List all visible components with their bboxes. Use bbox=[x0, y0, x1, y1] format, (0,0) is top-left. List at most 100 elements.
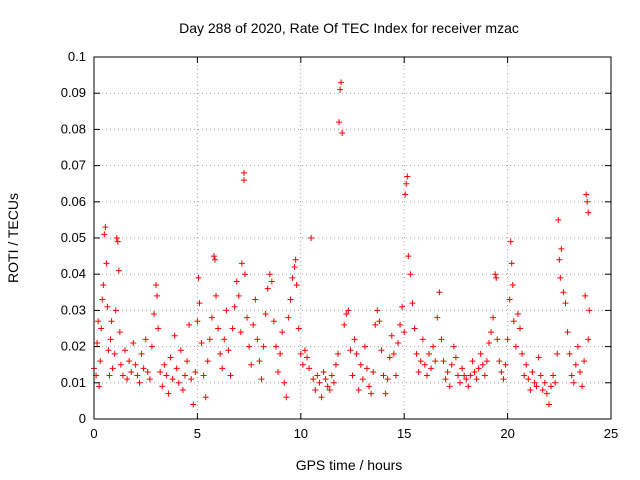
data-point-marker bbox=[184, 358, 191, 365]
data-point-marker bbox=[554, 350, 561, 357]
y-axis-label: ROTI / TECUs bbox=[5, 193, 21, 283]
data-point-marker bbox=[481, 372, 488, 379]
data-point-marker bbox=[545, 401, 552, 408]
data-point-marker bbox=[200, 372, 207, 379]
data-point-marker bbox=[221, 336, 228, 343]
data-point-marker bbox=[483, 358, 490, 365]
data-point-marker bbox=[100, 282, 107, 289]
data-point-marker bbox=[146, 376, 153, 383]
data-point-marker bbox=[285, 314, 292, 321]
data-point-marker bbox=[104, 303, 111, 310]
data-point-marker bbox=[154, 292, 161, 299]
data-point-marker bbox=[555, 216, 562, 223]
data-point-marker bbox=[471, 368, 478, 375]
data-point-marker bbox=[293, 282, 300, 289]
data-point-marker bbox=[223, 307, 230, 314]
data-point-marker bbox=[103, 260, 110, 267]
data-point-marker bbox=[258, 376, 265, 383]
data-points bbox=[91, 79, 593, 408]
data-point-marker bbox=[238, 260, 245, 267]
data-point-marker bbox=[405, 253, 412, 260]
data-point-marker bbox=[175, 379, 182, 386]
data-point-marker bbox=[266, 271, 273, 278]
data-point-marker bbox=[366, 383, 373, 390]
data-point-marker bbox=[357, 361, 364, 368]
data-point-marker bbox=[442, 376, 449, 383]
data-point-marker bbox=[244, 314, 251, 321]
data-point-marker bbox=[229, 325, 236, 332]
data-point-marker bbox=[529, 368, 536, 375]
data-point-marker bbox=[116, 329, 123, 336]
data-point-marker bbox=[320, 368, 327, 375]
data-point-marker bbox=[537, 372, 544, 379]
data-point-marker bbox=[479, 361, 486, 368]
data-point-marker bbox=[504, 336, 511, 343]
data-point-marker bbox=[421, 361, 428, 368]
data-point-marker bbox=[262, 311, 269, 318]
data-point-marker bbox=[386, 354, 393, 361]
data-point-marker bbox=[337, 86, 344, 93]
data-point-marker bbox=[585, 336, 592, 343]
y-tick-label: 0.02 bbox=[61, 339, 86, 354]
data-point-marker bbox=[432, 358, 439, 365]
data-point-marker bbox=[465, 383, 472, 390]
data-point-marker bbox=[380, 372, 387, 379]
y-tick-label: 0.06 bbox=[61, 194, 86, 209]
data-point-marker bbox=[417, 358, 424, 365]
data-point-marker bbox=[128, 368, 135, 375]
data-point-marker bbox=[562, 300, 569, 307]
data-point-marker bbox=[411, 325, 418, 332]
data-point-marker bbox=[248, 361, 255, 368]
data-point-marker bbox=[448, 361, 455, 368]
data-point-marker bbox=[322, 376, 329, 383]
data-point-marker bbox=[186, 321, 193, 328]
data-point-marker bbox=[407, 271, 414, 278]
data-point-marker bbox=[148, 343, 155, 350]
data-point-marker bbox=[517, 325, 524, 332]
data-point-marker bbox=[423, 372, 430, 379]
data-point-marker bbox=[548, 383, 555, 390]
data-point-marker bbox=[560, 289, 567, 296]
y-tick-label: 0.04 bbox=[61, 266, 86, 281]
data-point-marker bbox=[523, 361, 530, 368]
data-point-marker bbox=[268, 278, 275, 285]
data-point-marker bbox=[312, 387, 319, 394]
data-point-marker bbox=[586, 307, 593, 314]
data-point-marker bbox=[372, 321, 379, 328]
chart-title: Day 288 of 2020, Rate Of TEC Index for r… bbox=[179, 20, 519, 36]
data-point-marker bbox=[256, 358, 263, 365]
data-point-marker bbox=[492, 271, 499, 278]
data-point-marker bbox=[324, 383, 331, 390]
data-point-marker bbox=[208, 314, 215, 321]
data-point-marker bbox=[361, 343, 368, 350]
data-point-marker bbox=[550, 372, 557, 379]
data-point-marker bbox=[374, 307, 381, 314]
data-point-marker bbox=[564, 329, 571, 336]
data-point-marker bbox=[521, 372, 528, 379]
data-point-marker bbox=[459, 365, 466, 372]
data-point-marker bbox=[196, 300, 203, 307]
data-point-marker bbox=[204, 358, 211, 365]
data-point-marker bbox=[576, 368, 583, 375]
data-point-marker bbox=[376, 318, 383, 325]
data-point-marker bbox=[279, 329, 286, 336]
data-point-marker bbox=[240, 169, 247, 176]
data-point-marker bbox=[155, 325, 162, 332]
data-point-marker bbox=[287, 296, 294, 303]
data-point-marker bbox=[115, 267, 122, 274]
y-tick-label: 0.08 bbox=[61, 121, 86, 136]
data-point-marker bbox=[190, 401, 197, 408]
data-point-marker bbox=[130, 339, 137, 346]
data-point-marker bbox=[235, 292, 242, 299]
data-point-marker bbox=[227, 372, 234, 379]
x-tick-label: 25 bbox=[604, 426, 618, 441]
data-point-marker bbox=[281, 379, 288, 386]
data-point-marker bbox=[519, 350, 526, 357]
data-point-marker bbox=[461, 372, 468, 379]
data-point-marker bbox=[415, 368, 422, 375]
data-point-marker bbox=[231, 303, 238, 310]
y-tick-label: 0.1 bbox=[68, 49, 86, 64]
data-point-marker bbox=[349, 372, 356, 379]
data-point-marker bbox=[488, 329, 495, 336]
data-point-marker bbox=[295, 325, 302, 332]
